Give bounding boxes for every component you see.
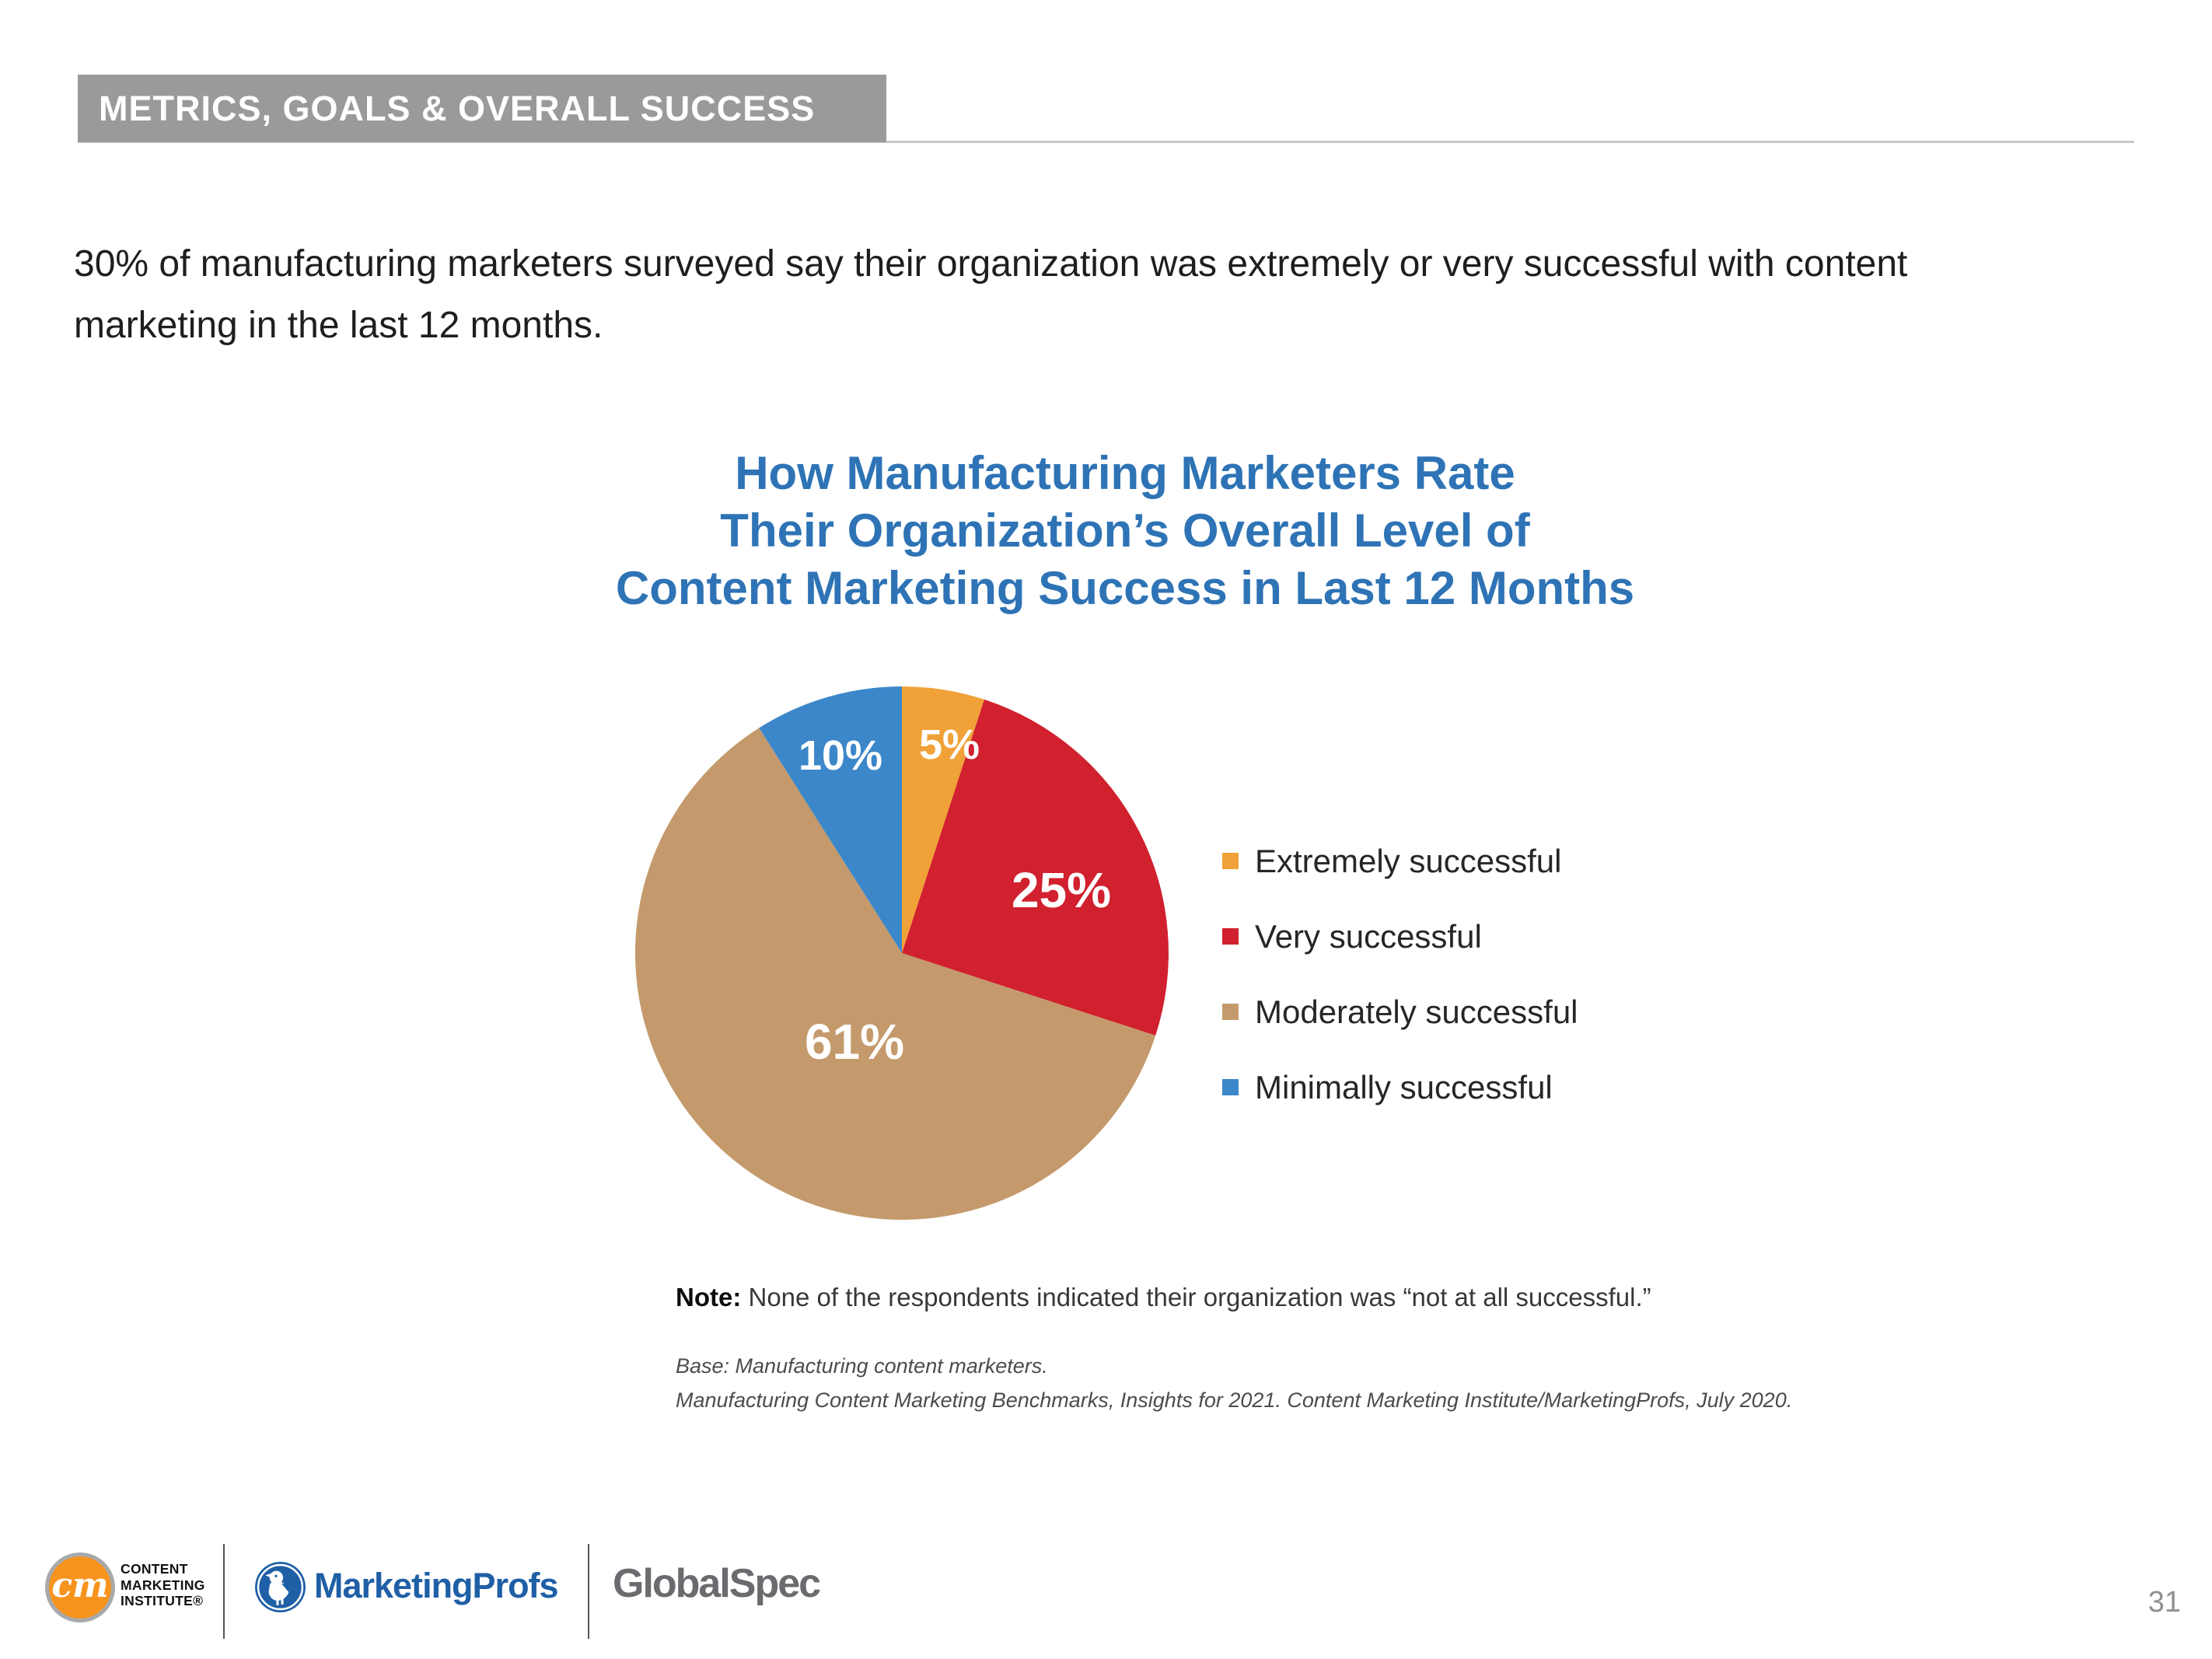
legend-label: Minimally successful [1255,1068,1553,1105]
source-base-line: Base: Manufacturing content marketers. [676,1354,1048,1378]
legend-label: Moderately successful [1255,993,1578,1030]
chart-note-prefix: Note: [676,1283,742,1311]
pie-legend: Extremely successful Very successful Mod… [1222,823,1578,1125]
legend-marker-extremely-successful [1222,853,1239,869]
pie-slice-minimally-successful [759,686,902,953]
cmi-monogram: cm [51,1566,109,1605]
marketingprofs-logo-icon [255,1562,306,1612]
legend-label: Extremely successful [1255,842,1562,879]
chart-note: Note: None of the respondents indicated … [676,1283,1651,1312]
pie-chart: 5% 25% 61% 10% [634,686,1169,1221]
pie-slice-very-successful [902,699,1169,1036]
intro-paragraph: 30% of manufacturing marketers surveyed … [74,243,1908,346]
pie-data-label-very-successful: 25% [1012,862,1111,918]
cmi-logo-wordmark: CONTENT MARKETING INSTITUTE® [121,1561,205,1608]
pie-chart-svg: 5% 25% 61% 10% [634,686,1169,1221]
section-header: METRICS, GOALS & OVERALL SUCCESS [78,75,886,142]
pie-data-label-extremely-successful: 5% [919,721,980,768]
footer-divider [588,1544,589,1639]
pie-data-label-moderately-successful: 61% [805,1014,904,1070]
legend-item: Very successful [1222,899,1578,974]
header-rule [78,141,2134,143]
legend-item: Moderately successful [1222,974,1578,1050]
legend-label: Very successful [1255,917,1482,955]
pie-data-label-minimally-successful: 10% [798,732,882,779]
page-number: 31 [2147,1586,2181,1619]
legend-marker-minimally-successful [1222,1079,1239,1095]
chart-note-text: None of the respondents indicated their … [741,1283,1651,1311]
footer-divider [223,1544,225,1639]
chart-title: How Manufacturing Marketers Rate Their O… [615,447,1635,614]
cmi-logo-icon: cm [45,1552,115,1622]
pie-slice-extremely-successful [902,686,984,953]
legend-marker-very-successful [1222,928,1239,945]
marketingprofs-logo-wordmark: MarketingProfs [314,1566,559,1605]
pie-slice-moderately-successful [634,728,1156,1221]
legend-item: Extremely successful [1222,823,1578,899]
marketingprofs-bird-icon [255,1562,306,1612]
globalspec-logo-wordmark: GlobalSpec [613,1561,821,1606]
section-header-label: METRICS, GOALS & OVERALL SUCCESS [99,88,816,128]
legend-item: Minimally successful [1222,1050,1578,1125]
source-citation-line: Manufacturing Content Marketing Benchmar… [676,1388,1793,1412]
legend-marker-moderately-successful [1222,1004,1239,1020]
